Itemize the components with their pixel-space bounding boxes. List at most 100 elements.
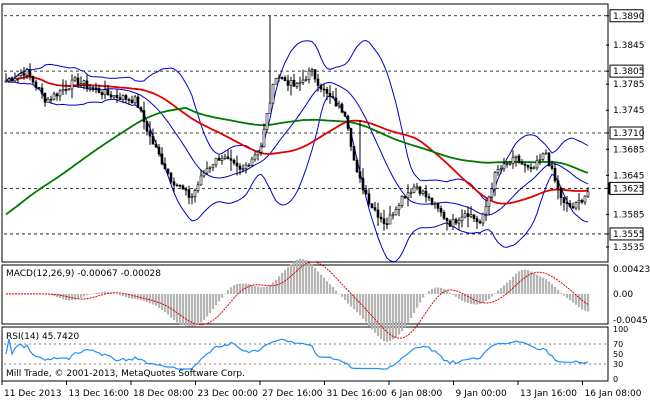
candle: [160, 147, 164, 166]
candle-body: [496, 169, 500, 173]
candle-body: [385, 223, 389, 225]
candle: [442, 209, 446, 220]
candle: [376, 202, 380, 226]
candle-body: [358, 171, 362, 179]
candle: [310, 67, 314, 77]
candle: [199, 169, 203, 186]
candle: [412, 183, 416, 194]
macd-histogram-bar: [485, 293, 488, 301]
macd-histogram-bar: [131, 293, 134, 299]
candle-body: [379, 216, 383, 220]
macd-histogram-bar: [128, 293, 131, 298]
candle: [331, 91, 335, 99]
candle-body: [472, 214, 476, 219]
candle: [22, 66, 26, 80]
candle: [457, 217, 461, 230]
candle-body: [457, 220, 461, 224]
candle: [424, 185, 428, 203]
candle-body: [199, 175, 203, 186]
candle-body: [259, 146, 263, 153]
candle-body: [190, 196, 194, 198]
macd-histogram-bar: [467, 293, 470, 304]
candle-body: [391, 214, 395, 217]
candle-body: [460, 216, 464, 221]
candle: [103, 80, 107, 100]
candle-body: [529, 166, 533, 170]
macd-histogram-bar: [563, 293, 566, 296]
candle: [328, 85, 332, 104]
candle: [535, 155, 539, 171]
candle-body: [367, 193, 371, 205]
candle: [445, 217, 449, 231]
candle-body: [31, 75, 35, 83]
candle: [397, 202, 401, 217]
macd-histogram-bar: [560, 292, 563, 294]
candle: [325, 86, 329, 101]
candle: [316, 73, 320, 92]
candle: [145, 121, 149, 136]
macd-histogram-bar: [515, 273, 518, 294]
candle-body: [139, 107, 143, 111]
macd-histogram-bar: [539, 276, 542, 294]
macd-histogram-bar: [152, 293, 155, 305]
macd-histogram-bar: [323, 277, 326, 294]
macd-histogram-bar: [521, 270, 524, 294]
macd-histogram-bar: [266, 286, 269, 294]
macd-histogram-bar: [353, 293, 356, 310]
candle: [133, 94, 137, 105]
candle-body: [586, 191, 590, 197]
candle-body: [280, 77, 284, 79]
macd-histogram-bar: [56, 293, 59, 298]
rsi-tick-label-0: 100: [613, 325, 628, 334]
copyright-text: Mill Trade, © 2001-2013, MetaQuotes Soft…: [6, 369, 245, 379]
candle: [43, 92, 47, 107]
candle-body: [337, 103, 341, 107]
candle-body: [565, 202, 569, 204]
rsi-plot: [4, 338, 606, 370]
candle: [217, 155, 221, 161]
candle-body: [517, 155, 521, 163]
price-label-8: 1.3625: [613, 184, 645, 194]
candle: [403, 194, 407, 200]
candle: [157, 143, 161, 157]
candle-body: [37, 87, 41, 89]
candle: [415, 182, 419, 191]
macd-histogram-bar: [506, 282, 509, 294]
candle: [142, 101, 146, 130]
macd-histogram-bar: [140, 293, 143, 301]
candle-body: [334, 97, 338, 107]
candle-body: [316, 78, 320, 86]
macd-histogram-bar: [428, 290, 431, 294]
macd-histogram-bar: [215, 293, 218, 306]
macd-histogram-bar: [269, 285, 272, 294]
macd-histogram-bar: [509, 279, 512, 294]
candle-body: [571, 206, 575, 209]
candle-body: [415, 186, 419, 189]
candle-body: [58, 90, 62, 97]
candle: [268, 15, 272, 114]
time-label-5: 31 Dec 16:00: [327, 389, 388, 399]
price-label-11: 1.3535: [613, 243, 645, 253]
candle: [313, 69, 317, 83]
time-label-6: 6 Jan 08:00: [391, 389, 443, 399]
macd-histogram-bar: [575, 293, 578, 305]
candle-body: [46, 98, 50, 103]
candle-body: [85, 80, 89, 89]
macd-histogram-bar: [314, 267, 317, 294]
candle-body: [16, 75, 20, 79]
candle: [568, 199, 572, 209]
candle: [541, 152, 545, 162]
candle: [586, 187, 590, 198]
candle: [241, 164, 245, 173]
macd-histogram-bar: [122, 293, 125, 297]
macd-histogram-bar: [395, 293, 398, 338]
macd-histogram-bar: [287, 267, 290, 294]
macd-histogram-bar: [188, 293, 191, 327]
candle: [184, 186, 188, 196]
macd-histogram-bar: [227, 290, 230, 294]
macd-histogram-bar: [392, 293, 395, 340]
candle-body: [481, 213, 485, 224]
candle: [559, 186, 563, 206]
candle: [448, 219, 452, 227]
